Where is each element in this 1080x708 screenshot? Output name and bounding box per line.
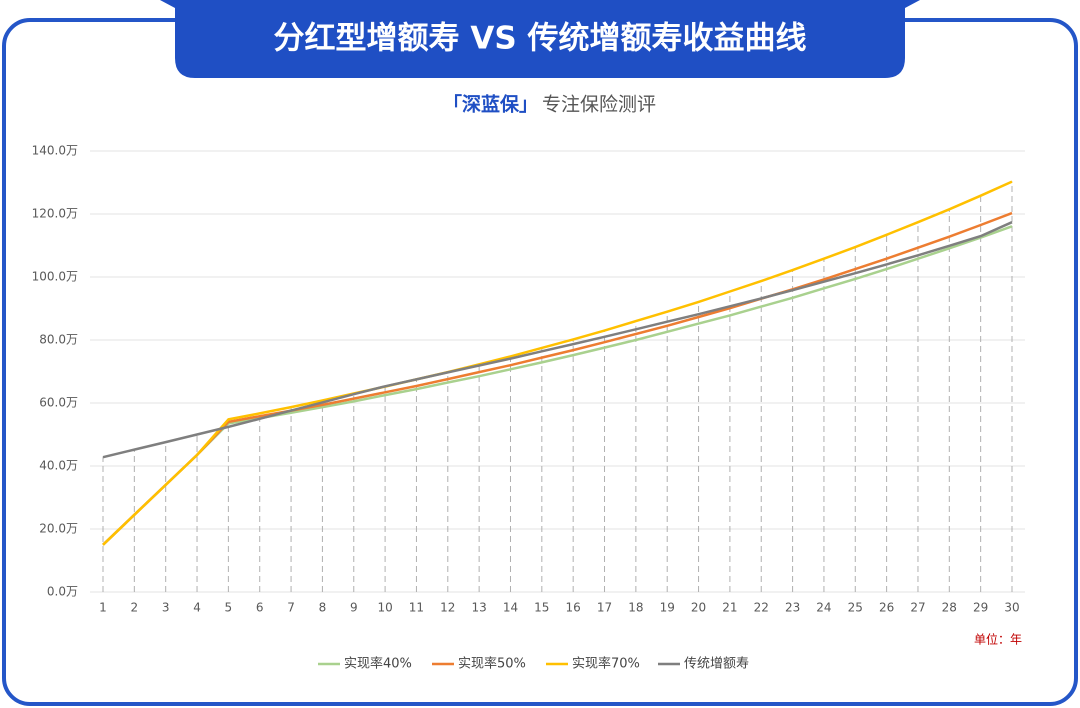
y-tick-label: 60.0万 [39, 396, 78, 410]
y-tick-label: 40.0万 [39, 459, 78, 473]
series-line [102, 221, 1013, 459]
x-tick-label: 18 [628, 601, 643, 615]
subtitle: 专注保险测评 [542, 94, 656, 116]
x-tick-label: 23 [785, 601, 800, 615]
brand: 「深蓝保」 [443, 93, 538, 116]
x-tick-label: 13 [471, 601, 486, 615]
x-tick-label: 16 [566, 601, 581, 615]
x-tick-label: 11 [409, 601, 424, 615]
x-tick-label: 21 [722, 601, 737, 615]
x-tick-label: 29 [973, 601, 988, 615]
x-tick-label: 17 [597, 601, 612, 615]
y-tick-label: 80.0万 [39, 333, 78, 347]
y-tick-label: 140.0万 [32, 144, 78, 158]
y-tick-label: 120.0万 [32, 207, 78, 221]
x-tick-label: 12 [440, 601, 455, 615]
x-tick-label: 25 [848, 601, 863, 615]
series-line [102, 211, 1013, 546]
x-tick-label: 14 [503, 601, 518, 615]
x-tick-label: 27 [910, 601, 925, 615]
x-tick-label: 15 [534, 601, 549, 615]
y-tick-label: 20.0万 [39, 522, 78, 536]
unit-label: 单位：年 [974, 632, 1022, 647]
x-tick-label: 10 [377, 601, 392, 615]
x-tick-label: 28 [942, 601, 957, 615]
chart-title: 分红型增额寿 VS 传统增额寿收益曲线 [274, 21, 807, 57]
x-tick-label: 26 [879, 601, 894, 615]
legend-label: 传统增额寿 [684, 657, 749, 672]
x-tick-label: 4 [193, 601, 201, 615]
x-tick-label: 20 [691, 601, 706, 615]
x-tick-label: 19 [660, 601, 675, 615]
x-tick-label: 2 [131, 601, 139, 615]
x-tick-label: 6 [256, 601, 264, 615]
legend-label: 实现率50% [458, 656, 526, 672]
title-tab [160, 0, 920, 78]
x-tick-label: 22 [754, 601, 769, 615]
x-tick-label: 9 [350, 601, 358, 615]
legend-label: 实现率70% [572, 656, 640, 672]
y-tick-label: 100.0万 [32, 270, 78, 284]
x-tick-label: 3 [162, 601, 170, 615]
x-tick-label: 1 [99, 601, 107, 615]
x-tick-label: 5 [225, 601, 233, 615]
x-tick-label: 24 [816, 601, 831, 615]
legend-label: 实现率40% [344, 656, 412, 672]
x-tick-label: 8 [319, 601, 327, 615]
series-line [102, 180, 1013, 546]
x-tick-label: 7 [287, 601, 295, 615]
y-tick-label: 0.0万 [47, 585, 78, 599]
x-tick-label: 30 [1004, 601, 1019, 615]
